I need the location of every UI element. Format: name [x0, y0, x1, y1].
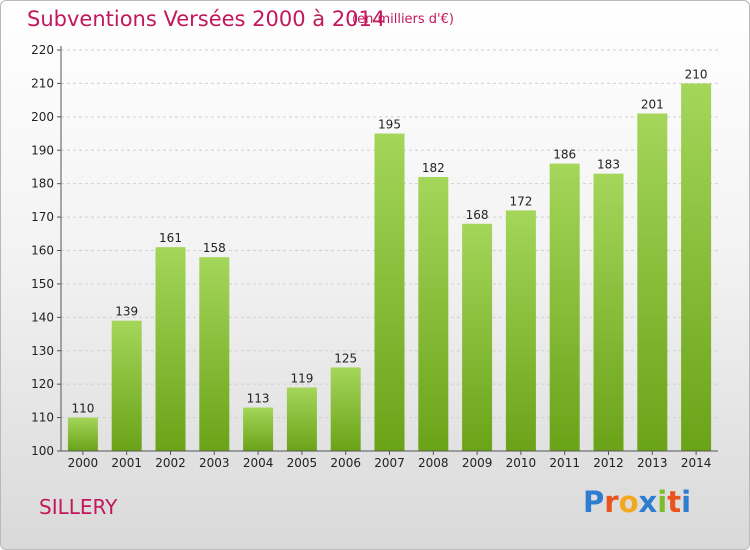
bar — [243, 407, 274, 451]
y-tick-label: 190 — [31, 143, 54, 157]
bar — [593, 173, 624, 451]
bar — [67, 417, 98, 451]
bar-value-label: 119 — [290, 372, 313, 386]
y-tick-label: 170 — [31, 210, 54, 224]
bar — [462, 223, 493, 451]
logo-letter: P — [583, 485, 605, 519]
bar-value-label: 139 — [115, 305, 138, 319]
chart-title: Subventions Versées 2000 à 2014 — [27, 7, 386, 31]
logo-letter: i — [657, 485, 668, 519]
x-tick-label: 2012 — [593, 456, 624, 470]
logo-letter: i — [681, 485, 692, 519]
logo-letter: x — [638, 485, 658, 519]
x-tick-label: 2010 — [506, 456, 537, 470]
commune-name: SILLERY — [39, 495, 118, 519]
bar-value-label: 110 — [71, 402, 94, 416]
bar-value-label: 201 — [641, 97, 664, 111]
x-tick-label: 2004 — [243, 456, 274, 470]
bar-value-label: 168 — [466, 208, 489, 222]
x-tick-label: 2014 — [681, 456, 712, 470]
axes: 100 110 120 130 140 150 160 170 180 190 200 210 220 2… — [31, 43, 718, 470]
bar — [111, 320, 142, 451]
x-tick-label: 2000 — [68, 456, 99, 470]
x-tick-label: 2005 — [287, 456, 318, 470]
bars: 110 139 161 158 113 119 125 195 182 168 172 186 183 2… — [67, 67, 712, 452]
bar — [505, 210, 536, 451]
bar — [199, 257, 230, 451]
x-tick-label: 2013 — [637, 456, 668, 470]
bar — [681, 83, 712, 452]
x-tick-label: 2008 — [418, 456, 449, 470]
x-tick-label: 2003 — [199, 456, 230, 470]
x-tick-label: 2002 — [155, 456, 186, 470]
y-tick-label: 200 — [31, 110, 54, 124]
bar-value-label: 186 — [553, 148, 576, 162]
x-tick-label: 2001 — [111, 456, 142, 470]
y-tick-label: 130 — [31, 344, 54, 358]
bar — [330, 367, 361, 451]
bar-value-label: 182 — [422, 161, 445, 175]
y-tick-label: 160 — [31, 244, 54, 258]
bar-value-label: 125 — [334, 351, 357, 365]
bar — [637, 113, 668, 451]
logo-letter: t — [667, 485, 682, 519]
x-tick-label: 2009 — [462, 456, 493, 470]
bar — [418, 176, 449, 451]
y-tick-label: 140 — [31, 310, 54, 324]
unit-note: (en milliers d'€) — [352, 12, 454, 27]
x-tick-label: 2011 — [549, 456, 580, 470]
logo-letter: r — [604, 485, 619, 519]
bar-value-label: 158 — [203, 241, 226, 255]
proxiti-logo: Proxiti — [583, 485, 691, 519]
x-tick-label: 2006 — [330, 456, 361, 470]
y-tick-label: 220 — [31, 43, 54, 57]
bar-value-label: 195 — [378, 118, 401, 132]
bar-value-label: 161 — [159, 231, 182, 245]
bar — [549, 163, 580, 451]
x-tick-label: 2007 — [374, 456, 405, 470]
bar-value-label: 113 — [247, 392, 270, 406]
y-tick-label: 180 — [31, 177, 54, 191]
bar — [374, 133, 405, 451]
y-tick-label: 120 — [31, 377, 54, 391]
y-tick-label: 150 — [31, 277, 54, 291]
bar-value-label: 210 — [685, 67, 708, 81]
y-tick-label: 110 — [31, 411, 54, 425]
bar — [286, 387, 317, 451]
bar-value-label: 172 — [509, 194, 532, 208]
y-tick-label: 210 — [31, 76, 54, 90]
y-tick-label: 100 — [31, 444, 54, 458]
bar — [155, 247, 186, 451]
bar-value-label: 183 — [597, 158, 620, 172]
logo-letter: o — [618, 485, 639, 519]
